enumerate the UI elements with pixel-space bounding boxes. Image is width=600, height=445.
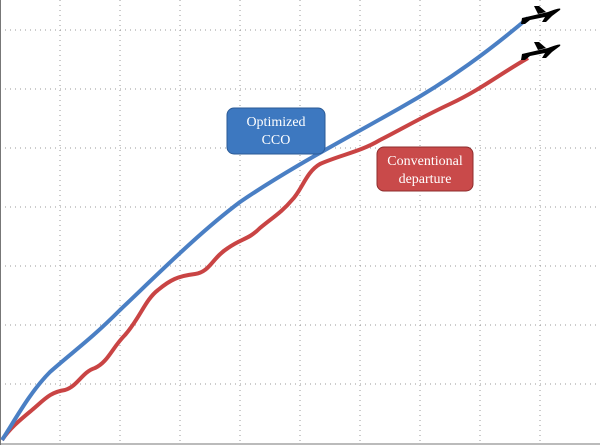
- optimized-path: [0, 16, 530, 442]
- plane-icon: [521, 42, 561, 60]
- conventional-path: [0, 56, 529, 442]
- label-box: [226, 107, 326, 155]
- label-text: Optimized: [246, 115, 305, 130]
- plane-icon: [521, 6, 561, 24]
- label-box: [376, 146, 474, 192]
- label-text: CCO: [262, 133, 291, 148]
- label-text: Conventional: [387, 154, 463, 169]
- label-text: departure: [399, 172, 452, 187]
